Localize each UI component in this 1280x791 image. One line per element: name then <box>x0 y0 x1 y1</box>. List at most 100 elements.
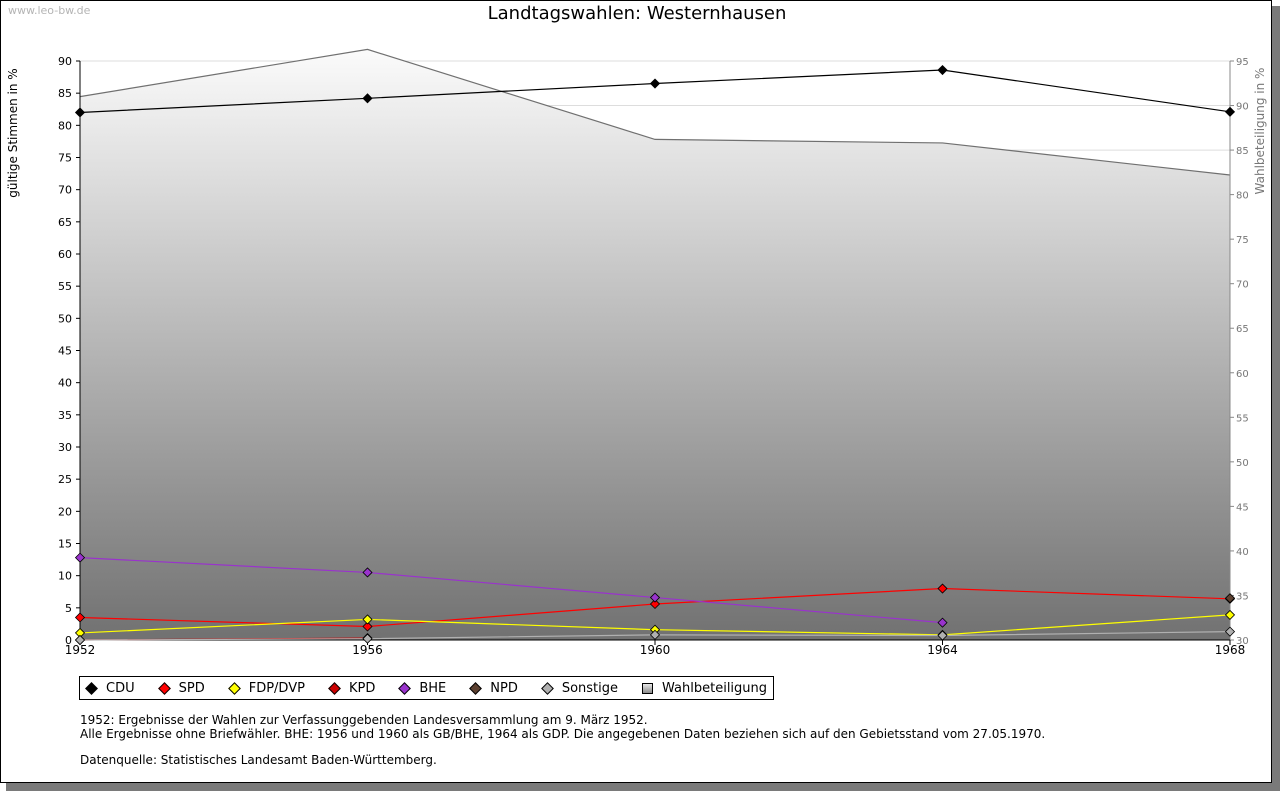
point-cdu <box>1224 106 1236 117</box>
legend-label: NPD <box>490 680 518 696</box>
x-tick-label: 1952 <box>65 643 96 657</box>
y-tick-label: 65 <box>58 216 72 229</box>
point-cdu <box>362 93 373 104</box>
note-source: Datenquelle: Statistisches Landesamt Bad… <box>80 753 437 767</box>
y2-tick-label: 45 <box>1236 502 1249 513</box>
point-cdu <box>937 64 948 76</box>
legend-swatch-diamond <box>327 681 341 695</box>
note-line-2: Alle Ergebnisse ohne Briefwähler. BHE: 1… <box>80 727 1046 741</box>
point-bhe <box>362 567 373 578</box>
turnout-area-layer <box>79 48 1231 641</box>
y2-tick-label: 65 <box>1236 324 1249 335</box>
y-tick-label: 50 <box>58 312 72 325</box>
y-tick-label: 70 <box>58 184 72 197</box>
series-layer <box>74 64 1236 646</box>
legend-label: FDP/DVP <box>248 680 305 696</box>
point-bhe <box>74 552 86 563</box>
legend-label: Wahlbeteiligung <box>662 680 768 696</box>
point-fdp-dvp <box>362 614 373 625</box>
legend-swatch-diamond <box>84 681 98 695</box>
y-tick-label: 45 <box>58 345 72 358</box>
legend-item: FDP/DVP <box>227 681 305 696</box>
point-sonstige <box>1224 626 1236 637</box>
point-bhe <box>937 617 948 628</box>
legend-label: KPD <box>348 680 376 696</box>
legend-swatch-square <box>640 681 654 695</box>
x-tick-label: 1960 <box>640 643 671 657</box>
series-line-bhe <box>79 557 943 624</box>
y2-tick-label: 75 <box>1236 235 1249 246</box>
y-tick-label: 5 <box>65 602 72 615</box>
y2-tick-label: 35 <box>1236 591 1249 602</box>
point-spd <box>362 621 373 632</box>
turnout-line <box>79 48 1231 176</box>
point-sonstige <box>937 630 948 641</box>
y2-tick-label: 70 <box>1236 280 1249 291</box>
legend-item: KPD <box>327 681 375 696</box>
point-sonstige <box>362 633 373 644</box>
y-axis-title: gültige Stimmen in % <box>6 68 20 197</box>
site-label[interactable]: www.leo-bw.de <box>8 4 91 17</box>
point-sonstige <box>74 634 86 646</box>
legend-label: BHE <box>419 680 447 696</box>
note-line-1: 1952: Ergebnisse der Wahlen zur Verfassu… <box>80 713 648 727</box>
y-tick-label: 15 <box>58 538 72 551</box>
legend-swatch-diamond <box>397 681 412 695</box>
frame-shadow-right <box>1272 6 1280 791</box>
y2-tick-label: 90 <box>1236 102 1249 113</box>
y2-tick-label: 85 <box>1236 146 1249 157</box>
y-tick-label: 90 <box>58 55 72 68</box>
point-spd <box>937 583 948 594</box>
notes: 1952: Ergebnisse der Wahlen zur Verfassu… <box>80 713 1045 767</box>
y-tick-label: 80 <box>58 119 72 132</box>
point-npd <box>1224 593 1236 604</box>
y2-tick-label: 30 <box>1236 636 1249 647</box>
y2-tick-label: 80 <box>1236 191 1249 202</box>
chart-title: Landtagswahlen: Westernhausen <box>487 3 787 24</box>
point-cdu <box>74 107 86 118</box>
point-cdu <box>649 78 661 89</box>
legend: CDU SPD FDP/DVP KPD BHE NPD Sonstige Wahlbeteil… <box>79 676 775 700</box>
legend-item: NPD <box>468 681 518 696</box>
y2-tick-label: 60 <box>1236 369 1249 380</box>
legend-swatch-diamond <box>157 681 171 695</box>
legend-item: BHE <box>397 681 446 696</box>
turnout-area <box>80 49 1230 641</box>
point-sonstige <box>649 629 661 640</box>
x-tick-label: 1956 <box>352 643 383 657</box>
legend-label: SPD <box>178 680 205 696</box>
axes: 0 5 10 15 20 25 30 35 40 45 50 55 60 65 70 75 80 85 90 30 35… <box>6 55 1267 657</box>
y2-tick-label: 50 <box>1236 458 1249 469</box>
legend-swatch-diamond <box>468 681 483 695</box>
chart-svg: 0 5 10 15 20 25 30 35 40 45 50 55 60 65 70 75 80 85 90 30 35… <box>6 48 1267 657</box>
y2-tick-label: 40 <box>1236 547 1249 558</box>
y-tick-label: 75 <box>58 152 72 165</box>
point-spd <box>74 612 86 623</box>
x-tick-label: 1964 <box>927 643 958 657</box>
point-fdp-dvp <box>1224 609 1236 620</box>
y-tick-label: 35 <box>58 409 72 422</box>
legend-item: Wahlbeteiligung <box>640 681 767 696</box>
legend-item: SPD <box>157 681 205 696</box>
y2-tick-label: 95 <box>1236 57 1249 68</box>
legend-swatch-diamond <box>540 681 554 695</box>
y-tick-label: 30 <box>58 441 72 454</box>
y-tick-label: 10 <box>58 570 72 583</box>
y-tick-label: 40 <box>58 377 72 390</box>
legend-item: CDU <box>84 681 135 696</box>
point-bhe <box>649 592 661 603</box>
y-tick-label: 25 <box>58 473 72 486</box>
x-tick-label: 1968 <box>1215 643 1246 657</box>
frame-shadow-bottom <box>6 783 1280 791</box>
y-tick-label: 0 <box>65 634 72 647</box>
y-tick-label: 60 <box>58 248 72 261</box>
y2-axis-title: Wahlbeteiligung in % <box>1253 68 1267 195</box>
y-tick-label: 55 <box>58 280 72 293</box>
y2-tick-label: 55 <box>1236 413 1249 424</box>
y-tick-label: 85 <box>58 87 72 100</box>
legend-label: CDU <box>106 680 135 696</box>
point-spd <box>649 598 661 610</box>
legend-label: Sonstige <box>561 680 619 696</box>
legend-item: Sonstige <box>540 681 618 696</box>
legend-swatch-diamond <box>227 681 241 695</box>
